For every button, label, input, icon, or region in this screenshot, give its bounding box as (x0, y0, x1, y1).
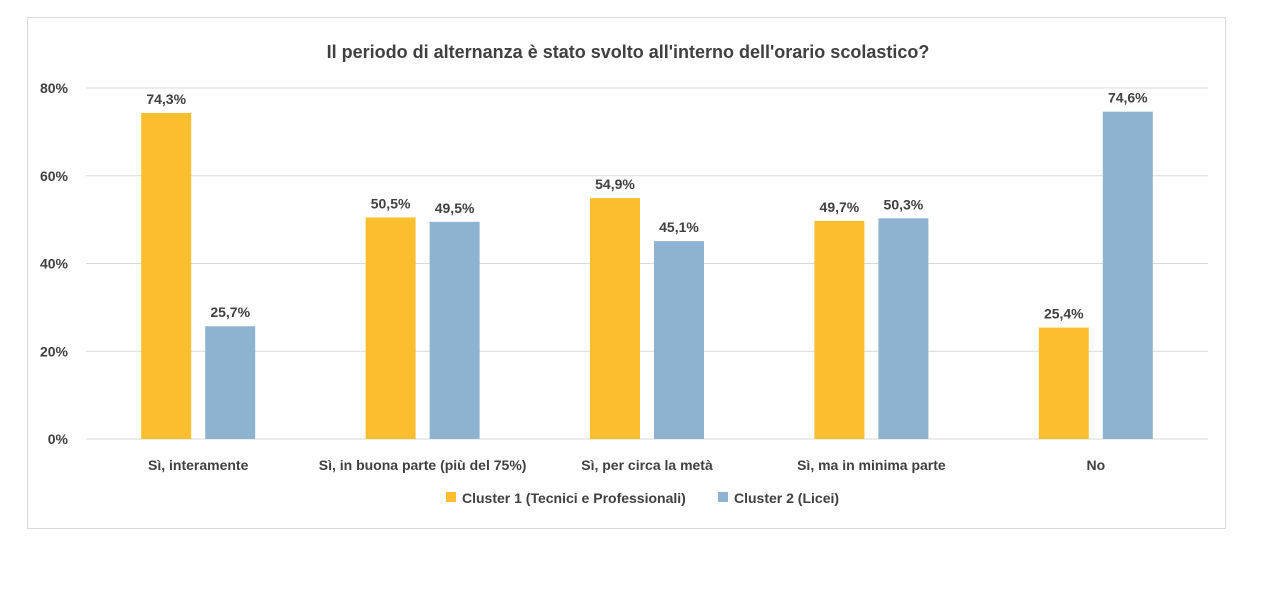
data-label: 54,9% (595, 176, 635, 192)
labels-layer: 74,3% 25,7% Sì, interamente 50,5% 49,5% Sì, i… (146, 90, 1148, 473)
chart-svg: Il periodo di alternanza è stato svolto … (40, 42, 1208, 506)
chart-frame: Il periodo di alternanza è stato svolto … (27, 17, 1226, 529)
data-label: 74,6% (1108, 90, 1148, 106)
bar (429, 221, 480, 439)
bar (205, 326, 256, 439)
bar (365, 217, 416, 439)
data-label: 74,3% (146, 91, 186, 107)
x-tick-label: Sì, in buona parte (più del 75%) (319, 457, 527, 473)
bar (814, 220, 865, 439)
data-label: 49,5% (435, 200, 475, 216)
bar (1038, 327, 1089, 439)
data-label: 25,4% (1044, 306, 1084, 322)
data-label: 45,1% (659, 219, 699, 235)
y-tick-label: 0% (48, 431, 69, 447)
data-label: 50,3% (884, 196, 924, 212)
data-label: 49,7% (820, 199, 860, 215)
bar (878, 218, 929, 439)
chart-title: Il periodo di alternanza è stato svolto … (327, 42, 930, 62)
x-tick-label: No (1086, 457, 1105, 473)
data-label: 50,5% (371, 195, 411, 211)
x-tick-label: Sì, ma in minima parte (797, 457, 946, 473)
bar (1102, 111, 1153, 439)
grid-layer: 0% 20% 40% 60% 80% (40, 80, 1208, 447)
legend-label: Cluster 1 (Tecnici e Professionali) (462, 490, 686, 506)
y-tick-label: 20% (40, 343, 69, 359)
y-tick-label: 60% (40, 168, 69, 184)
legend-swatch (446, 492, 456, 502)
x-tick-label: Sì, interamente (148, 457, 249, 473)
y-tick-label: 80% (40, 80, 69, 96)
x-tick-label: Sì, per circa la metà (581, 457, 713, 473)
legend: Cluster 1 (Tecnici e Professionali) Clust… (446, 490, 839, 506)
y-tick-label: 40% (40, 256, 69, 272)
data-label: 25,7% (210, 304, 250, 320)
bars-layer (141, 111, 1153, 439)
legend-swatch (718, 492, 728, 502)
bar (141, 113, 192, 439)
bar (654, 241, 704, 439)
legend-label: Cluster 2 (Licei) (734, 490, 839, 506)
bar (590, 198, 640, 439)
